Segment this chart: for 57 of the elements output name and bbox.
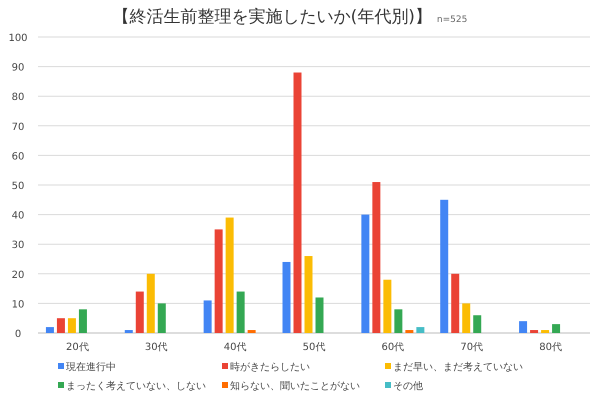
- bar: [451, 274, 460, 333]
- bar: [214, 229, 223, 333]
- bar: [304, 256, 312, 333]
- bar: [552, 324, 560, 333]
- bar: [462, 303, 470, 333]
- y-tick-label: 80: [12, 92, 24, 104]
- bar: [361, 214, 370, 333]
- y-tick-label: 0: [14, 329, 22, 340]
- bar: [416, 327, 424, 333]
- bar: [383, 280, 392, 333]
- legend-label: まったく考えていない、しない: [66, 380, 206, 392]
- bar: [541, 330, 550, 333]
- legend-label: 現在進行中: [66, 361, 116, 373]
- bar: [394, 309, 402, 333]
- bar: [294, 72, 302, 333]
- bar: [136, 292, 144, 333]
- bar: [56, 318, 65, 333]
- legend-label: その他: [393, 380, 423, 392]
- bar: [226, 218, 234, 333]
- legend-label: 知らない、聞いたことがない: [230, 380, 360, 392]
- legend-label: 時がきたらしたい: [230, 361, 310, 373]
- x-tick-label: 80代: [539, 342, 562, 353]
- bar: [316, 297, 324, 333]
- bar: [204, 300, 212, 333]
- chart-title: 【終活生前整理を実施したいか(年代別)】: [112, 7, 432, 27]
- bar: [519, 321, 528, 333]
- y-tick-label: 10: [12, 299, 24, 310]
- bar: [530, 330, 538, 333]
- x-tick-label: 50代: [302, 342, 326, 353]
- bar: [473, 315, 482, 333]
- bar: [158, 303, 166, 333]
- bar: [405, 330, 414, 333]
- bar: [372, 182, 380, 333]
- x-tick-label: 40代: [224, 342, 247, 353]
- bar: [124, 330, 133, 333]
- legend-label: まだ早い、まだ考えていない: [393, 361, 523, 373]
- bar: [440, 200, 448, 333]
- x-tick-label: 30代: [144, 342, 168, 353]
- y-tick-label: 90: [12, 62, 24, 74]
- y-tick-label: 60: [12, 151, 24, 162]
- bar: [282, 262, 290, 333]
- y-tick-label: 40: [12, 210, 24, 222]
- y-tick-label: 30: [12, 240, 24, 252]
- x-tick-label: 20代: [66, 342, 89, 353]
- x-tick-label: 70代: [460, 342, 484, 353]
- y-tick-label: 50: [12, 181, 24, 192]
- bar: [46, 327, 54, 333]
- bar: [236, 292, 245, 333]
- y-tick-label: 20: [12, 270, 24, 281]
- bar: [68, 318, 76, 333]
- x-tick-label: 60代: [381, 342, 404, 353]
- bar: [146, 274, 155, 333]
- chart-subtitle: n=525: [436, 15, 468, 25]
- bar: [78, 309, 87, 333]
- y-tick-label: 70: [12, 122, 24, 133]
- y-tick-label: 100: [8, 33, 28, 44]
- bar: [248, 330, 256, 333]
